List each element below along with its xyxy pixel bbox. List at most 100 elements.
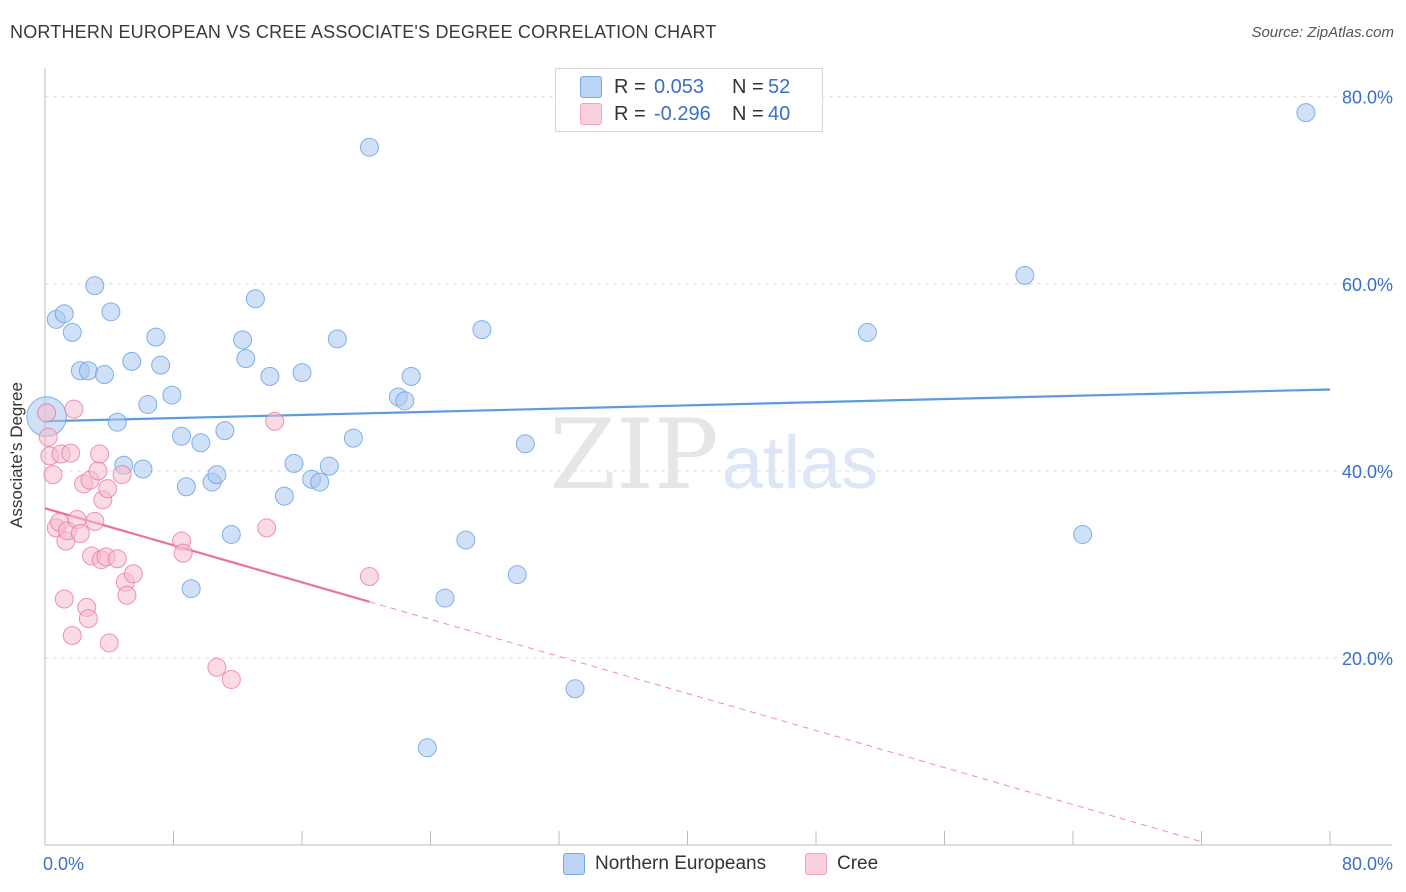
- bottom-legend-label: Northern Europeans: [595, 853, 767, 874]
- legend-n-label: N =: [732, 75, 764, 98]
- point-northern-european: [343, 428, 363, 448]
- point-northern-european: [62, 322, 82, 342]
- point-cree: [78, 609, 98, 629]
- point-northern-european: [395, 391, 415, 411]
- legend-r-label: R =: [614, 102, 646, 125]
- point-northern-european: [284, 453, 304, 473]
- point-northern-european: [122, 351, 142, 371]
- legend-row-northern-europeans: R = 0.053 N = 52: [580, 75, 790, 99]
- watermark: ZIP atlas: [549, 399, 878, 511]
- legend-r-value: -0.296: [654, 102, 711, 125]
- trend-line-northern-europeans: [44, 388, 1331, 423]
- point-cree: [88, 461, 108, 481]
- point-cree: [173, 543, 193, 563]
- point-northern-european: [54, 304, 74, 324]
- point-northern-european: [292, 363, 312, 383]
- bottom-legend-cree: Cree: [805, 852, 878, 876]
- point-cree: [90, 444, 110, 464]
- point-northern-european: [1073, 524, 1093, 544]
- point-northern-european: [327, 329, 347, 349]
- x-tick-labels: 0.0% 80.0%: [43, 854, 1393, 874]
- point-northern-european: [172, 426, 192, 446]
- point-cree: [37, 403, 57, 423]
- y-tick-label: 60.0%: [1342, 275, 1393, 295]
- point-cree: [117, 585, 137, 605]
- point-northern-european: [1015, 265, 1035, 285]
- point-northern-european: [215, 421, 235, 441]
- point-northern-european: [133, 459, 153, 479]
- point-cree: [99, 633, 119, 653]
- point-northern-european: [107, 412, 127, 432]
- point-cree: [257, 518, 277, 538]
- point-northern-european: [221, 524, 241, 544]
- point-northern-european: [319, 456, 339, 476]
- legend-r-value: 0.053: [654, 75, 705, 98]
- chart-title: NORTHERN EUROPEAN VS CREE ASSOCIATE'S DE…: [10, 22, 717, 42]
- point-cree: [54, 589, 74, 609]
- point-northern-european: [176, 477, 196, 497]
- point-northern-european: [236, 349, 256, 369]
- point-cree: [107, 549, 127, 569]
- y-tick-labels: 20.0% 40.0% 60.0% 80.0%: [1342, 88, 1393, 669]
- point-northern-european: [515, 434, 535, 454]
- y-tick-label: 40.0%: [1342, 462, 1393, 482]
- bottom-legend-northern-europeans: Northern Europeans: [563, 852, 766, 876]
- point-cree: [43, 465, 63, 485]
- point-northern-european: [146, 327, 166, 347]
- point-northern-european: [507, 565, 527, 585]
- point-northern-european: [94, 365, 114, 385]
- legend-n-value: 40: [768, 102, 791, 125]
- point-cree: [70, 524, 90, 544]
- trend-line-cree-extension: [369, 601, 1202, 843]
- point-cree: [265, 411, 285, 431]
- point-northern-european: [565, 679, 585, 699]
- point-northern-european: [417, 738, 437, 758]
- point-northern-european: [472, 320, 492, 340]
- point-cree: [98, 479, 118, 499]
- point-northern-european: [191, 433, 211, 453]
- point-northern-european: [857, 322, 877, 342]
- point-cree: [112, 465, 132, 485]
- point-cree: [64, 399, 84, 419]
- y-tick-label: 20.0%: [1342, 649, 1393, 669]
- bottom-legend-label: Cree: [837, 853, 879, 874]
- point-cree: [359, 567, 379, 587]
- correlation-legend: R = 0.053 N = 52 R = -0.296 N = 40: [555, 68, 823, 132]
- point-cree: [62, 625, 82, 645]
- data-points: [26, 103, 1316, 758]
- grid-lines: [45, 96, 1392, 659]
- legend-swatch-cree: [580, 103, 602, 125]
- point-northern-european: [233, 330, 253, 350]
- point-northern-european: [138, 394, 158, 414]
- point-northern-european: [85, 276, 105, 296]
- point-northern-european: [151, 355, 171, 375]
- legend-r-label: R =: [614, 75, 646, 98]
- point-cree: [85, 511, 105, 531]
- bottom-legend-swatch-cree: [805, 853, 827, 875]
- point-northern-european: [162, 385, 182, 405]
- point-northern-european: [401, 366, 421, 386]
- point-cree: [123, 564, 143, 584]
- x-tick-label-min: 0.0%: [43, 854, 84, 874]
- point-cree: [61, 443, 81, 463]
- legend-row-cree: R = -0.296 N = 40: [580, 102, 790, 126]
- point-northern-european: [245, 289, 265, 309]
- point-northern-european: [310, 472, 330, 492]
- point-northern-european: [359, 137, 379, 157]
- source-credit: Source: ZipAtlas.com: [1251, 24, 1394, 41]
- watermark-atlas: atlas: [722, 421, 878, 504]
- legend-n-value: 52: [768, 75, 791, 98]
- point-northern-european: [78, 361, 98, 381]
- point-northern-european: [1296, 103, 1316, 123]
- y-axis-title: Associate's Degree: [7, 382, 26, 528]
- point-northern-european: [435, 588, 455, 608]
- watermark-zip: ZIP: [549, 399, 718, 511]
- point-northern-european: [260, 366, 280, 386]
- y-tick-label: 80.0%: [1342, 88, 1393, 108]
- point-cree: [207, 657, 227, 677]
- point-northern-european: [456, 530, 476, 550]
- point-northern-european: [101, 302, 121, 322]
- point-northern-european: [207, 465, 227, 485]
- legend-n-label: N =: [732, 102, 764, 125]
